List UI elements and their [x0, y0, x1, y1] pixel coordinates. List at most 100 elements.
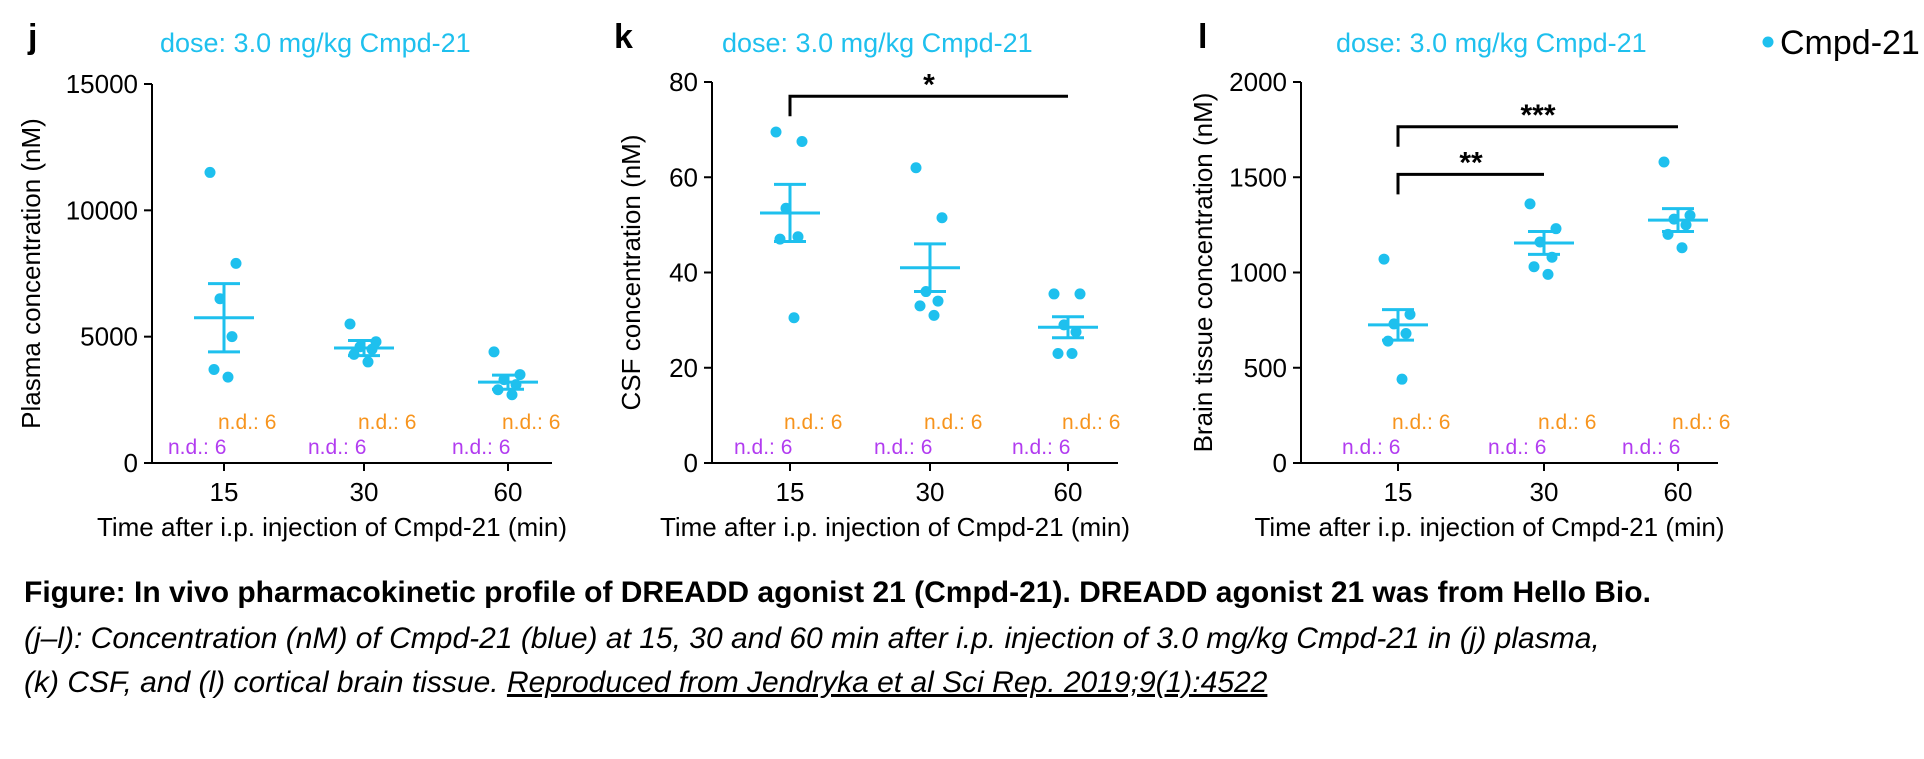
data-point — [1378, 253, 1390, 265]
legend-marker — [1762, 36, 1774, 48]
nd-label-purple: n.d.: 6 — [1342, 436, 1400, 459]
data-point — [1048, 288, 1060, 300]
nd-label-orange: n.d.: 6 — [502, 411, 560, 434]
legend-label: Cmpd-21 — [1780, 24, 1920, 62]
x-tick-label: 15 — [776, 477, 805, 507]
nd-label-orange: n.d.: 6 — [1062, 411, 1120, 434]
nd-label-orange: n.d.: 6 — [784, 411, 842, 434]
nd-label-orange: n.d.: 6 — [358, 411, 416, 434]
panel-letter-k: k — [614, 18, 633, 56]
data-point — [788, 312, 800, 324]
y-axis-label: CSF concentration (nM) — [616, 135, 646, 411]
x-tick-label: 15 — [1384, 477, 1413, 507]
nd-label-purple: n.d.: 6 — [1012, 436, 1070, 459]
x-axis-label: Time after i.p. injection of Cmpd-21 (mi… — [97, 512, 567, 542]
y-axis-label: Brain tissue concentration (nM) — [1188, 93, 1218, 453]
y-tick-label: 0 — [684, 448, 698, 478]
y-tick-label: 1500 — [1229, 162, 1287, 192]
panel-subtitle: dose: 3.0 mg/kg Cmpd-21 — [160, 28, 471, 58]
nd-label-purple: n.d.: 6 — [1622, 436, 1680, 459]
significance-bracket — [1396, 172, 1544, 195]
data-point — [932, 295, 944, 307]
data-point — [506, 389, 518, 401]
nd-label-orange: n.d.: 6 — [1392, 411, 1450, 434]
x-tick-label: 60 — [1664, 477, 1693, 507]
panel-j: j dose: 3.0 mg/kg Cmpd-21 0 5000 10000 15000… — [16, 18, 567, 542]
y-tick-label: 0 — [124, 448, 138, 478]
y-tick-label: 80 — [669, 67, 698, 97]
data-point — [928, 309, 940, 321]
x-axis-label: Time after i.p. injection of Cmpd-21 (mi… — [1254, 512, 1724, 542]
data-point — [344, 318, 356, 330]
nd-label-purple: n.d.: 6 — [452, 436, 510, 459]
data-point — [1658, 156, 1670, 168]
data-point — [488, 346, 500, 358]
data-point — [362, 356, 374, 368]
y-tick-label: 60 — [669, 162, 698, 192]
data-point — [1396, 373, 1408, 385]
data-point — [1524, 198, 1536, 210]
y-axis-label: Plasma concentration (nM) — [16, 118, 46, 429]
nd-label-orange: n.d.: 6 — [218, 411, 276, 434]
data-point — [910, 162, 922, 174]
data-point — [204, 166, 216, 178]
data-point — [936, 212, 948, 224]
nd-label-orange: n.d.: 6 — [924, 411, 982, 434]
data-point — [1680, 219, 1692, 231]
data-point — [230, 257, 242, 269]
x-tick-label: 30 — [350, 477, 379, 507]
significance-bracket — [788, 94, 1068, 117]
y-tick-label: 40 — [669, 258, 698, 288]
data-point — [792, 231, 804, 243]
figure-charts: j dose: 3.0 mg/kg Cmpd-21050001000015000… — [16, 18, 1920, 542]
data-point — [770, 126, 782, 138]
panel-k: k dose: 3.0 mg/kg Cmpd-21 0 20 40 60 80 15 30 60… — [614, 18, 1130, 542]
data-point — [208, 364, 220, 376]
nd-label-purple: n.d.: 6 — [308, 436, 366, 459]
nd-label-orange: n.d.: 6 — [1538, 411, 1596, 434]
caption-reference-link[interactable]: Reproduced from Jendryka et al Sci Rep. … — [506, 666, 1268, 699]
x-tick-label: 30 — [916, 477, 945, 507]
y-tick-label: 20 — [669, 353, 698, 383]
x-tick-label: 60 — [494, 477, 523, 507]
caption-line-2: (j–l): Concentration (nM) of Cmpd-21 (bl… — [24, 622, 1600, 655]
data-point — [1528, 261, 1540, 273]
nd-label-purple: n.d.: 6 — [734, 436, 792, 459]
panel-letter-j: j — [27, 18, 37, 56]
caption-line-3: (k) CSF, and (l) cortical brain tissue. … — [24, 668, 1267, 698]
legend: Cmpd-21 — [1762, 24, 1920, 62]
data-point — [914, 300, 926, 312]
data-point — [222, 371, 234, 383]
caption-title: Figure: In vivo pharmacokinetic profile … — [24, 576, 1651, 609]
data-point — [1542, 268, 1554, 280]
data-point — [1074, 288, 1086, 300]
y-tick-label: 5000 — [80, 322, 138, 352]
data-point — [796, 136, 808, 148]
panel-subtitle: dose: 3.0 mg/kg Cmpd-21 — [1336, 28, 1647, 58]
data-point — [1400, 327, 1412, 339]
data-point — [1684, 209, 1696, 221]
panel-subtitle: dose: 3.0 mg/kg Cmpd-21 — [722, 28, 1033, 58]
nd-label-purple: n.d.: 6 — [168, 436, 226, 459]
panel-l: l dose: 3.0 mg/kg Cmpd-21 0 500 1000 1500 200… — [1188, 18, 1730, 542]
data-point — [1066, 347, 1078, 359]
y-tick-label: 500 — [1244, 353, 1287, 383]
nd-label-purple: n.d.: 6 — [1488, 436, 1546, 459]
panel-letter-l: l — [1198, 18, 1207, 56]
x-tick-label: 30 — [1530, 477, 1559, 507]
nd-label-orange: n.d.: 6 — [1672, 411, 1730, 434]
significance-label: * — [923, 68, 935, 101]
data-point — [1052, 347, 1064, 359]
significance-label: ** — [1459, 146, 1483, 179]
significance-bracket — [1396, 125, 1678, 147]
caption-line-3-text: (k) CSF, and (l) cortical brain tissue. — [24, 666, 507, 699]
y-tick-label: 1000 — [1229, 258, 1287, 288]
data-point — [1404, 308, 1416, 320]
x-tick-label: 60 — [1054, 477, 1083, 507]
x-axis-label: Time after i.p. injection of Cmpd-21 (mi… — [660, 512, 1130, 542]
data-point — [226, 331, 238, 343]
y-tick-label: 15000 — [66, 69, 138, 99]
y-tick-label: 10000 — [66, 195, 138, 225]
y-tick-label: 2000 — [1229, 67, 1287, 97]
y-tick-label: 0 — [1273, 448, 1287, 478]
